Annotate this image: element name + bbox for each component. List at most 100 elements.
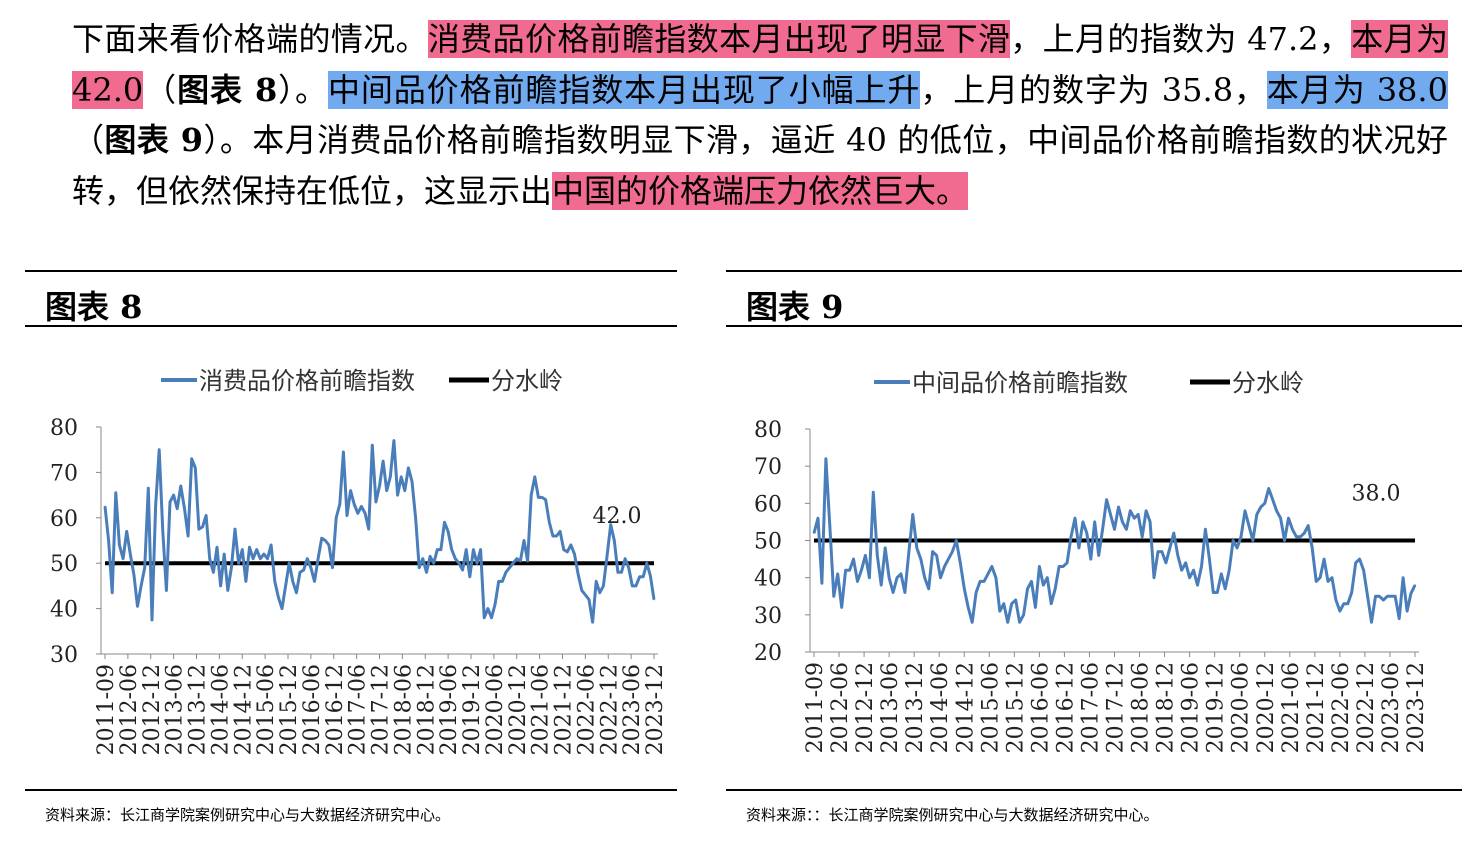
data-point (892, 591, 894, 594)
data-point (1236, 547, 1238, 549)
data-point (1184, 562, 1187, 564)
data-point (923, 576, 926, 579)
data-point (955, 539, 958, 542)
para-text: （ (143, 70, 178, 109)
data-point (884, 547, 886, 549)
data-point (617, 571, 619, 574)
data-point (205, 514, 207, 517)
data-point (497, 580, 500, 583)
data-point (194, 467, 197, 469)
data-point (169, 501, 171, 503)
intermediate-price-chart: 中间品价格前瞻指数 分水岭 20 30 40 50 60 70 80 2011-09 2012-06… (754, 369, 1429, 753)
x-tick-label: 2019-12 (1204, 662, 1229, 753)
x-tick-label: 2023-12 (643, 664, 668, 755)
data-point (230, 566, 233, 569)
data-point (306, 557, 309, 560)
data-point (872, 491, 875, 493)
figure-title: 图表 9 (746, 288, 844, 326)
data-point (584, 594, 587, 596)
x-tick-label: 2023-12 (1404, 662, 1429, 753)
figure-title: 图表 8 (45, 288, 143, 326)
y-tick-label: 40 (754, 567, 782, 592)
data-point (1347, 602, 1349, 605)
data-point (447, 530, 449, 533)
highlight-intermediate-rise: 中间品价格前瞻指数本月出现了小幅上升 (327, 70, 921, 109)
data-point (606, 555, 608, 558)
data-point (190, 458, 193, 460)
data-point (429, 555, 431, 558)
data-point (1366, 595, 1369, 598)
data-point (935, 554, 938, 557)
data-point (476, 562, 478, 564)
data-point (288, 562, 291, 564)
y-tick-label: 60 (50, 507, 78, 532)
data-point (599, 591, 601, 594)
data-point (1125, 528, 1128, 531)
latest-value-label: 42.0 (593, 504, 642, 529)
data-point (1034, 606, 1037, 609)
data-point (440, 548, 442, 551)
legend-label-main: 中间品价格前瞻指数 (912, 369, 1128, 397)
data-point (1228, 569, 1230, 571)
data-point (624, 557, 626, 560)
data-point (1192, 569, 1195, 571)
data-point (122, 557, 124, 560)
x-tick-label: 2014-12 (953, 662, 978, 753)
x-tick-label: 2013-06 (878, 662, 903, 753)
data-point (1350, 591, 1353, 594)
data-point (404, 489, 406, 492)
data-point (505, 571, 507, 574)
data-point (414, 517, 417, 519)
data-point (581, 589, 583, 592)
data-point (1275, 510, 1278, 512)
data-point (931, 550, 934, 553)
data-point (310, 566, 312, 569)
data-point (252, 557, 254, 560)
x-tick-label: 2021-12 (1304, 662, 1329, 753)
data-point (367, 528, 370, 530)
y-tick-label: 30 (754, 604, 782, 629)
x-tick-label: 2012-12 (853, 662, 878, 753)
data-point (320, 537, 323, 539)
data-point (389, 476, 392, 478)
data-point (461, 569, 464, 571)
data-point (552, 535, 554, 537)
data-point (1157, 550, 1159, 553)
data-point (609, 523, 612, 526)
data-point (1196, 584, 1199, 586)
highlight-consumer-decline: 消费品价格前瞻指数本月出现了明显下滑 (427, 20, 1011, 58)
data-point (115, 492, 117, 494)
figure-8-panel: 图表 8 消费品价格前瞻指数 分水岭 30 40 50 60 70 80 2011-09 2012… (25, 270, 677, 824)
x-tick-label: 2014-06 (208, 664, 233, 755)
y-tick-label: 80 (754, 418, 782, 443)
data-point (1129, 510, 1132, 512)
data-point (627, 566, 630, 569)
figure-ref-8: 图表 8 (177, 70, 278, 109)
data-point (991, 565, 993, 568)
data-point (979, 580, 981, 583)
data-point (1180, 569, 1183, 571)
y-tick-label: 70 (50, 461, 78, 486)
data-point (555, 535, 558, 537)
legend-label-threshold: 分水岭 (1232, 369, 1304, 397)
data-point (198, 528, 200, 530)
data-point (180, 485, 182, 487)
data-point (1402, 576, 1404, 579)
data-point (1232, 539, 1234, 542)
data-point (133, 573, 135, 576)
data-point (566, 551, 569, 553)
data-point (165, 589, 168, 592)
data-point (1335, 599, 1337, 601)
data-point (407, 467, 410, 469)
data-point (1141, 536, 1143, 538)
data-point (638, 576, 641, 578)
data-point (483, 616, 486, 619)
data-point (971, 621, 973, 624)
data-point (959, 562, 962, 564)
data-point (1109, 513, 1112, 516)
x-tick-label: 2015-12 (1003, 662, 1028, 753)
data-point (963, 588, 966, 590)
x-tick-label: 2022-12 (1354, 662, 1379, 753)
x-tick-label: 2016-06 (1028, 662, 1053, 753)
data-point (570, 544, 572, 546)
